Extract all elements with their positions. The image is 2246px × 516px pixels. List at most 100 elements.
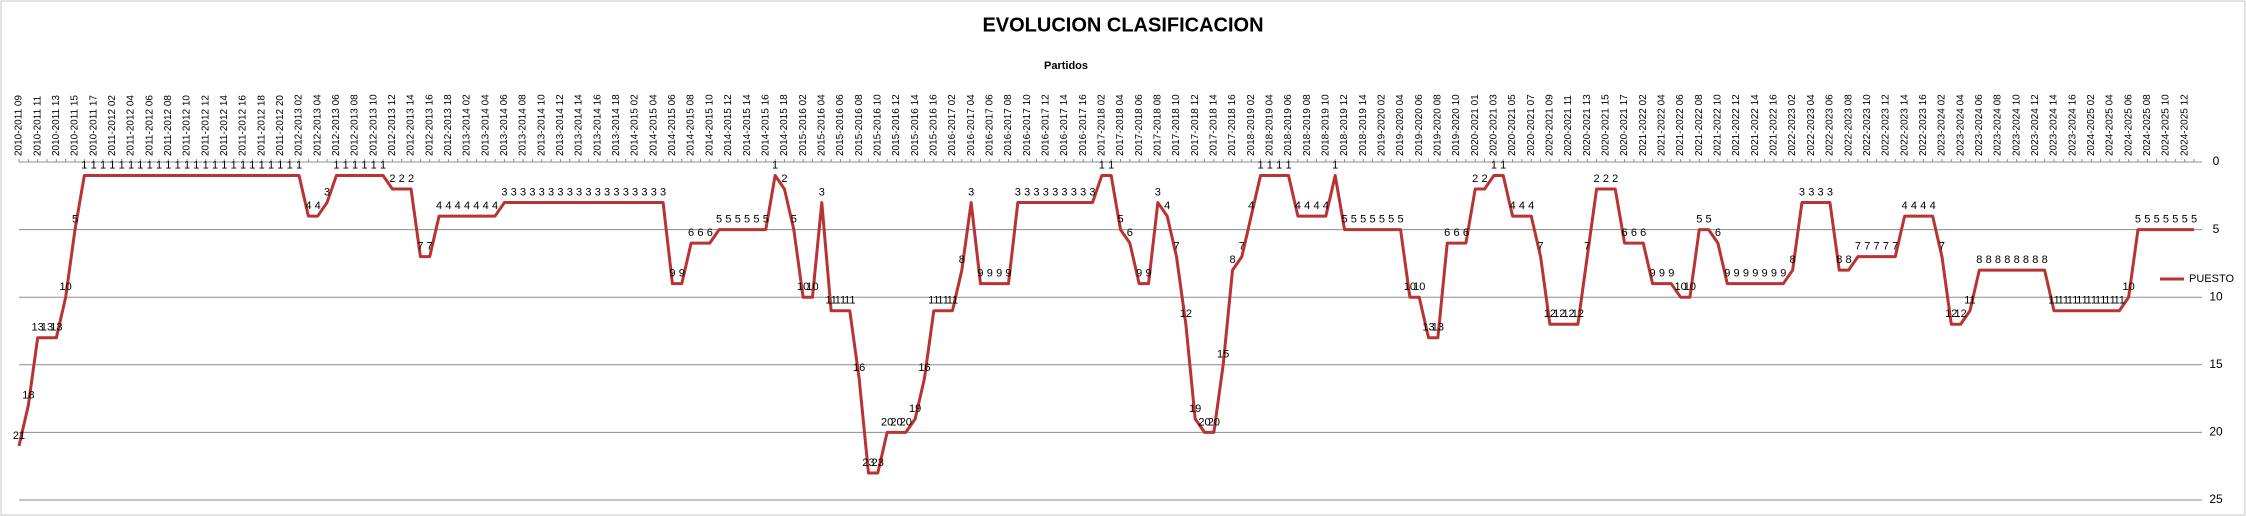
x-tick-label: 2012-2013 10 (368, 94, 379, 156)
data-label: 1 (1267, 159, 1273, 171)
data-label: 1 (240, 159, 246, 171)
data-label: 1 (137, 159, 143, 171)
data-label: 4 (436, 200, 442, 212)
data-label: 9 (1734, 268, 1740, 280)
x-tick-label: 2012-2013 08 (350, 94, 361, 156)
data-label: 10 (1684, 281, 1696, 293)
data-label: 5 (1117, 214, 1123, 226)
data-label: 1 (91, 159, 97, 171)
data-label: 6 (707, 227, 713, 239)
data-label: 3 (585, 186, 591, 198)
x-tick-label: 2017-2018 02 (1096, 94, 1107, 156)
data-label: 11 (835, 295, 846, 307)
x-tick-label: 2022-2023 08 (1843, 94, 1854, 156)
data-label: 8 (1995, 254, 2001, 266)
data-label: 1 (203, 159, 209, 171)
data-label: 2 (399, 173, 405, 185)
data-label: 3 (613, 186, 619, 198)
data-label: 3 (1818, 186, 1824, 198)
x-tick-label: 2012-2013 04 (312, 94, 323, 156)
x-tick-label: 2013-2014 18 (611, 94, 622, 156)
data-label: 3 (511, 186, 517, 198)
data-label: 5 (1388, 214, 1394, 226)
x-tick-label: 2020-2021 15 (1601, 94, 1612, 156)
x-tick-label: 2016-2017 04 (966, 94, 977, 156)
data-label: 3 (968, 186, 974, 198)
data-label: 20 (900, 416, 912, 428)
data-label: 19 (1189, 403, 1201, 415)
x-tick-label: 2022-2023 10 (1862, 94, 1873, 156)
x-tick-label: 2011-2012 02 (107, 95, 118, 156)
data-label: 3 (1155, 186, 1161, 198)
x-tick-label: 2022-2023 04 (1806, 94, 1817, 156)
data-label: 12 (1562, 308, 1574, 320)
x-tick-label: 2023-2024 16 (2067, 94, 2078, 156)
x-tick-label: 2012-2013 02 (294, 94, 305, 156)
data-label: 11 (2095, 295, 2106, 307)
data-label: 3 (1799, 186, 1805, 198)
data-label: 5 (744, 214, 750, 226)
data-label: 10 (60, 281, 72, 293)
data-label: 8 (2042, 254, 2048, 266)
x-tick-label: 2016-2017 16 (1078, 94, 1089, 156)
y-tick-label: 25 (2209, 492, 2223, 506)
x-tick-label: 2024-2025 04 (2105, 94, 2116, 156)
data-label: 11 (937, 295, 948, 307)
data-label: 4 (1930, 200, 1936, 212)
data-label: 2 (1481, 173, 1487, 185)
data-label: 20 (1198, 416, 1210, 428)
x-tick-label: 2010-2011 09 (14, 95, 25, 156)
x-tick-label: 2023-2024 04 (1955, 94, 1966, 156)
data-label: 3 (1080, 186, 1086, 198)
x-tick-label: 2016-2017 08 (1003, 94, 1014, 156)
x-tick-label: 2010-2011 17 (88, 95, 99, 156)
data-label: 10 (1674, 281, 1686, 293)
data-label: 3 (1052, 186, 1058, 198)
x-tick-label: 2020-2021 13 (1582, 94, 1593, 156)
x-tick-label: 2014-2015 12 (723, 94, 734, 156)
y-tick-label: 20 (2209, 425, 2223, 439)
x-tick-label: 2020-2021 01 (1470, 94, 1481, 156)
data-label: 12 (1553, 308, 1565, 320)
line (17, 174, 2194, 475)
x-tick-label: 2023-2024 02 (1937, 94, 1948, 156)
data-label: 10 (1404, 281, 1416, 293)
data-label: 5 (1369, 214, 1375, 226)
data-label: 1 (371, 159, 377, 171)
data-label: 1 (119, 159, 125, 171)
data-label: 6 (1640, 227, 1646, 239)
y-tick-label: 0 (2213, 154, 2220, 168)
y-tick-label: 15 (2209, 357, 2223, 371)
x-tick-label: 2021-2022 02 (1638, 94, 1649, 156)
data-label: 4 (464, 200, 470, 212)
data-label: 7 (1864, 241, 1870, 253)
data-label: 12 (1945, 308, 1957, 320)
data-label: 10 (806, 281, 818, 293)
data-label: 4 (455, 200, 461, 212)
x-tick-label: 2013-2014 08 (518, 94, 529, 156)
x-tick-label: 2011-2012 10 (182, 95, 193, 156)
x-tick-label: 2021-2022 04 (1657, 94, 1668, 156)
data-label: 5 (2182, 214, 2188, 226)
data-label: 1 (380, 159, 386, 171)
data-label: 9 (1136, 268, 1142, 280)
data-label: 1 (165, 159, 171, 171)
data-label: 3 (604, 186, 610, 198)
data-label: 11 (947, 295, 958, 307)
data-label: 7 (1855, 241, 1861, 253)
data-label: 6 (1127, 227, 1133, 239)
x-tick-label: 2016-2017 06 (984, 94, 995, 156)
x-tick-label: 2011-2012 20 (275, 95, 286, 156)
x-tick-label: 2017-2018 10 (1171, 94, 1182, 156)
x-tick-label: 2014-2015 08 (686, 94, 697, 156)
x-tick-label: 2013-2014 14 (574, 94, 585, 156)
data-label: 4 (1248, 200, 1254, 212)
data-label: 8 (2032, 254, 2038, 266)
data-label: 3 (641, 186, 647, 198)
data-label: 10 (1413, 281, 1425, 293)
data-label: 9 (1762, 268, 1768, 280)
data-label: 2 (1594, 173, 1600, 185)
data-label: 5 (1706, 214, 1712, 226)
data-label: 1 (772, 159, 778, 171)
data-label: 7 (427, 241, 433, 253)
